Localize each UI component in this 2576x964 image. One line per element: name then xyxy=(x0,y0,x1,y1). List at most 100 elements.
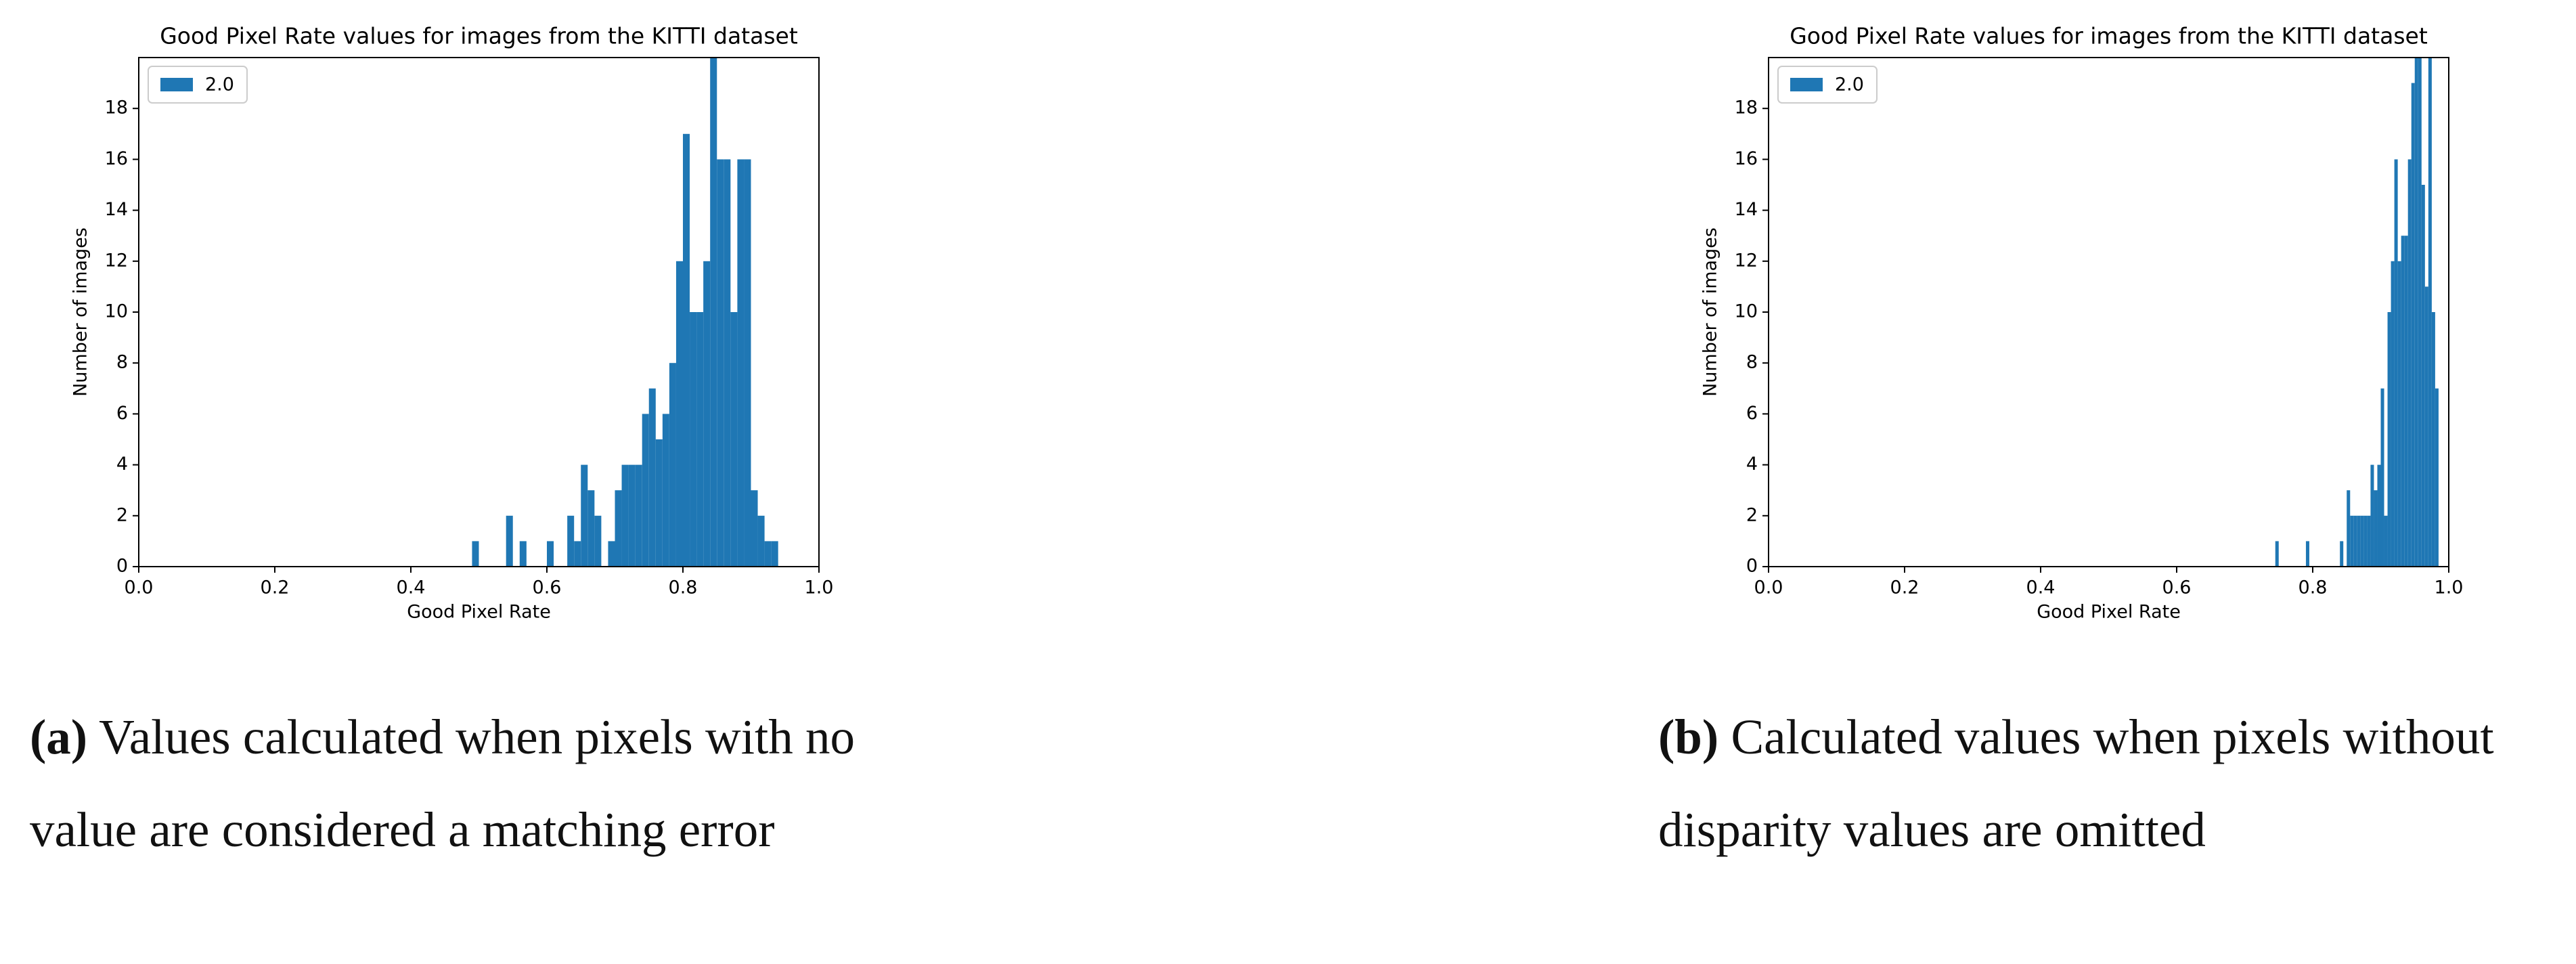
bar xyxy=(648,388,656,567)
y-tick-label: 16 xyxy=(105,148,128,169)
bar xyxy=(703,261,711,567)
caption-text: Calculated values when pixels without di… xyxy=(1658,709,2494,857)
bar xyxy=(2407,159,2412,567)
bar xyxy=(2377,464,2381,567)
y-tick-label: 4 xyxy=(1746,454,1758,475)
x-tick-label: 0.6 xyxy=(2162,577,2192,598)
bar xyxy=(506,515,513,567)
legend-swatch xyxy=(160,78,193,91)
x-tick-label: 1.0 xyxy=(2435,577,2464,598)
x-tick-label: 0.0 xyxy=(1754,577,1783,598)
bar xyxy=(2391,261,2395,567)
bar xyxy=(2428,58,2432,567)
bar xyxy=(642,414,649,567)
bar xyxy=(2421,185,2425,567)
x-tick-label: 0.8 xyxy=(2299,577,2328,598)
y-tick-label: 14 xyxy=(1735,199,1758,220)
bar xyxy=(547,541,554,567)
y-tick-label: 2 xyxy=(1746,504,1758,525)
x-tick-label: 0.4 xyxy=(397,577,426,598)
bar xyxy=(2363,515,2368,567)
bar xyxy=(519,541,527,567)
bar xyxy=(2360,515,2364,567)
legend-label: 2.0 xyxy=(1835,74,1864,95)
bar xyxy=(2275,541,2279,567)
bar xyxy=(2424,286,2428,567)
plot-area xyxy=(472,58,778,567)
y-tick-label: 6 xyxy=(116,403,128,424)
legend-swatch xyxy=(1790,78,1823,91)
y-tick-label: 10 xyxy=(1735,301,1758,322)
bar xyxy=(2370,464,2374,567)
caption-label: (a) xyxy=(30,709,88,764)
bar xyxy=(587,490,595,567)
chart-title: Good Pixel Rate values for images from t… xyxy=(160,23,798,49)
legend-box xyxy=(148,66,248,104)
bar xyxy=(2411,83,2415,567)
y-tick-label: 18 xyxy=(1735,97,1758,118)
bar xyxy=(2374,490,2378,567)
bar xyxy=(764,541,772,567)
y-tick-label: 12 xyxy=(105,250,128,271)
bar xyxy=(574,541,581,567)
bar xyxy=(771,541,778,567)
chart-title: Good Pixel Rate values for images from t… xyxy=(1790,23,2428,49)
bar xyxy=(615,490,622,567)
bar xyxy=(2305,541,2309,567)
bar xyxy=(2418,58,2422,567)
x-axis-label: Good Pixel Rate xyxy=(407,602,551,623)
bar xyxy=(635,464,642,567)
bar xyxy=(628,464,636,567)
bar xyxy=(594,515,602,567)
bar xyxy=(2404,236,2408,567)
y-tick-label: 0 xyxy=(116,556,128,577)
bar xyxy=(744,159,751,567)
bar xyxy=(2384,515,2388,567)
bar xyxy=(2380,388,2384,567)
caption: (a) Values calculated when pixels with n… xyxy=(30,691,923,876)
x-tick-label: 0.2 xyxy=(1890,577,1919,598)
figure: 0.0 0.2 0.4 0.6 0.8 1.0 0 2 4 6 8 10 12 14 16 18 Good Pi… xyxy=(70,23,2464,623)
bar xyxy=(2350,515,2354,567)
x-tick-label: 0.8 xyxy=(669,577,698,598)
bar xyxy=(2414,58,2418,567)
x-tick-label: 0.4 xyxy=(2026,577,2056,598)
bar xyxy=(2353,515,2357,567)
bar xyxy=(472,541,479,567)
y-axis-label: Number of images xyxy=(70,227,91,397)
y-tick-label: 6 xyxy=(1746,403,1758,424)
y-tick-label: 8 xyxy=(116,352,128,373)
bar xyxy=(724,159,731,567)
bar xyxy=(751,490,758,567)
x-axis-label: Good Pixel Rate xyxy=(2037,602,2181,623)
y-tick-label: 16 xyxy=(1735,148,1758,169)
bar xyxy=(696,312,704,567)
bar xyxy=(621,464,629,567)
x-tick-label: 0.0 xyxy=(125,577,154,598)
bar xyxy=(737,159,745,567)
y-axis-label: Number of images xyxy=(1700,227,1721,397)
plot-area xyxy=(2275,58,2439,567)
bar xyxy=(710,58,717,567)
bar xyxy=(717,159,724,567)
x-tick-label: 0.6 xyxy=(533,577,562,598)
bar xyxy=(2394,159,2398,567)
y-tick-label: 10 xyxy=(105,301,128,322)
y-tick-label: 12 xyxy=(1735,250,1758,271)
bar xyxy=(2340,541,2344,567)
y-tick-label: 14 xyxy=(105,199,128,220)
bar xyxy=(669,363,676,567)
bar xyxy=(683,133,690,567)
bar xyxy=(690,312,697,567)
bar xyxy=(2367,515,2371,567)
y-tick-label: 0 xyxy=(1746,556,1758,577)
y-tick-label: 8 xyxy=(1746,352,1758,373)
bar xyxy=(2431,312,2435,567)
bar xyxy=(2387,312,2391,567)
legend-label: 2.0 xyxy=(205,74,234,95)
bar xyxy=(662,414,669,567)
bar xyxy=(655,439,663,567)
x-tick-label: 0.2 xyxy=(261,577,290,598)
bar xyxy=(608,541,615,567)
